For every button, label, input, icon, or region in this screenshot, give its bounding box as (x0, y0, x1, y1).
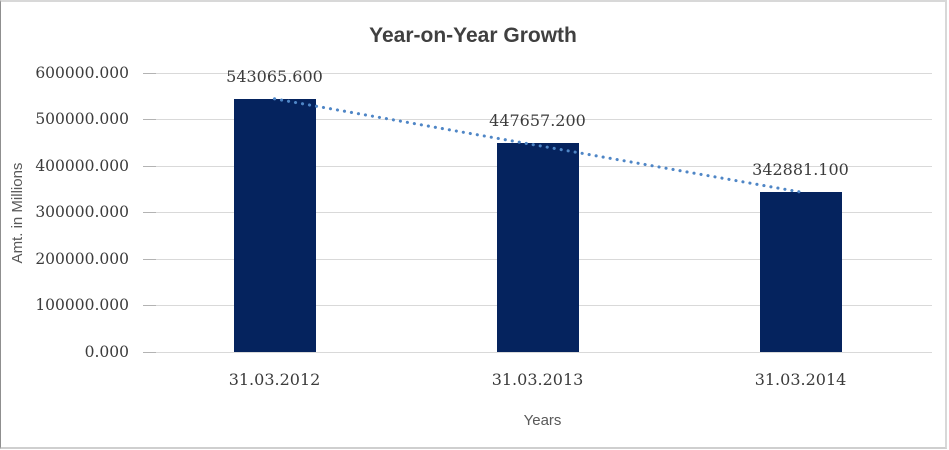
y-tick-label: 100000.000 (35, 296, 129, 315)
trendline-path (272, 96, 803, 194)
y-tick-label: 600000.000 (35, 63, 129, 82)
y-axis-tick-mark (143, 305, 156, 307)
gridline (143, 72, 932, 74)
x-tick-label: 31.03.2014 (754, 370, 847, 389)
gridline (143, 119, 932, 121)
gridline (143, 352, 932, 353)
y-tick-label: 200000.000 (35, 249, 129, 268)
y-axis-tick-mark (143, 72, 156, 74)
y-axis-tick-mark (143, 352, 156, 353)
bar-data-label: 447657.200 (489, 111, 586, 131)
x-axis-title: Years (523, 412, 562, 429)
bar-data-label: 543065.600 (226, 67, 323, 87)
y-axis-tick-mark (143, 258, 156, 260)
y-axis-tick-mark (143, 212, 156, 214)
bar (496, 143, 579, 352)
bar-data-label: 342881.100 (752, 160, 849, 180)
chart-title: Year-on-Year Growth (369, 24, 577, 47)
y-tick-label: 0.000 (84, 343, 129, 361)
x-tick-label: 31.03.2012 (228, 370, 321, 389)
x-tick-label: 31.03.2013 (491, 370, 584, 389)
y-tick-label: 300000.000 (35, 203, 129, 222)
y-axis-tick-mark (143, 119, 156, 121)
bar (233, 99, 316, 352)
trendline (272, 96, 803, 194)
bar (759, 192, 842, 352)
y-tick-label: 500000.000 (35, 110, 129, 129)
y-tick-label: 400000.000 (35, 156, 129, 175)
y-axis-tick-mark (143, 165, 156, 167)
